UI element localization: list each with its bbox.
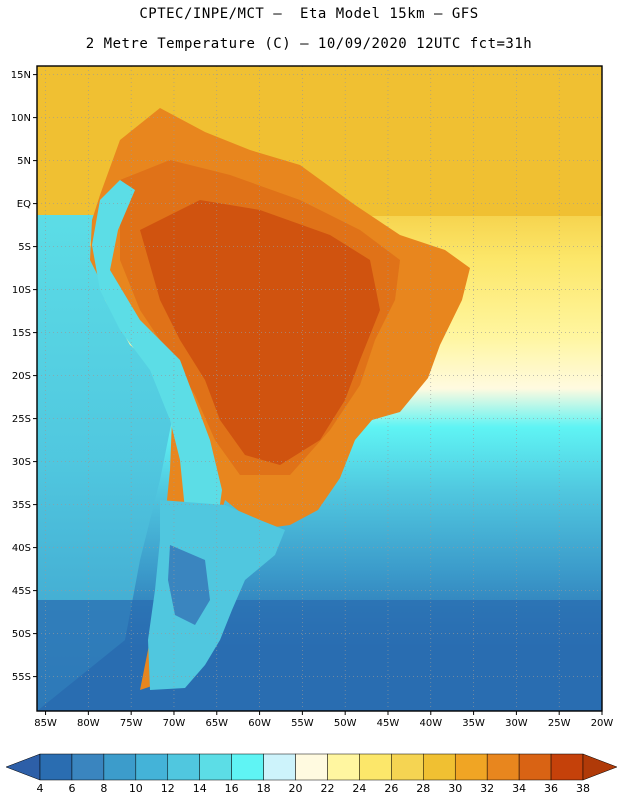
colorbar-swatch xyxy=(359,753,392,781)
longitude-label: 70W xyxy=(163,718,186,729)
colorbar-label: 20 xyxy=(288,782,303,795)
latitude-label: 35S xyxy=(12,500,31,511)
latitude-label: 30S xyxy=(12,457,31,468)
colorbar-low-arrow xyxy=(5,753,41,781)
colorbar xyxy=(5,753,618,781)
latitude-label: 5N xyxy=(17,156,31,167)
longitude-label: 75W xyxy=(120,718,143,729)
colorbar-swatch xyxy=(167,753,200,781)
pacific-cool-region xyxy=(37,215,172,711)
colorbar-label: 12 xyxy=(160,782,175,795)
longitude-label: 20W xyxy=(591,718,614,729)
southern-ocean xyxy=(37,600,602,711)
colorbar-label: 38 xyxy=(576,782,590,795)
map-title: CPTEC/INPE/MCT – Eta Model 15km – GFS xyxy=(139,6,479,22)
colorbar-label: 14 xyxy=(192,782,207,795)
map-subtitle: 2 Metre Temperature (C) – 10/09/2020 12U… xyxy=(85,36,533,52)
colorbar-swatch xyxy=(486,753,520,781)
colorbar-swatch xyxy=(199,753,232,781)
latitude-label: 25S xyxy=(12,414,31,425)
colorbar-label: 8 xyxy=(100,782,108,795)
colorbar-swatch xyxy=(391,753,424,781)
colorbar-label: 36 xyxy=(544,782,559,795)
colorbar-label: 34 xyxy=(512,782,527,795)
colorbar-swatch xyxy=(71,753,105,781)
longitude-label: 25W xyxy=(548,718,571,729)
colorbar-swatch xyxy=(103,753,137,781)
longitude-label: 55W xyxy=(291,718,314,729)
latitude-label: 10S xyxy=(12,285,31,296)
latitude-label: 10N xyxy=(11,113,31,124)
colorbar-label: 32 xyxy=(480,782,495,795)
colorbar-swatch xyxy=(423,753,456,781)
longitude-label: 30W xyxy=(505,718,528,729)
longitude-label: 65W xyxy=(205,718,228,729)
latitude-label: 55S xyxy=(12,672,31,683)
longitude-label: 85W xyxy=(34,718,57,729)
colorbar-label: 10 xyxy=(128,782,143,795)
longitude-label: 60W xyxy=(248,718,271,729)
longitude-labels: 85W 80W 75W 70W 65W 60W 55W 50W 45W 40W 35W 30W 25W 2… xyxy=(34,711,613,729)
latitude-label: 50S xyxy=(12,629,31,640)
colorbar-swatch xyxy=(263,753,296,781)
colorbar-swatch xyxy=(454,753,488,781)
colorbar-swatch xyxy=(135,753,169,781)
colorbar-swatch xyxy=(327,753,360,781)
colorbar-swatch xyxy=(295,753,328,781)
colorbar-swatch xyxy=(518,753,552,781)
longitude-label: 40W xyxy=(419,718,442,729)
longitude-label: 45W xyxy=(377,718,400,729)
map-frame xyxy=(36,65,603,712)
latitude-label: 40S xyxy=(12,543,31,554)
longitude-label: 35W xyxy=(462,718,485,729)
colorbar-label: 6 xyxy=(68,782,76,795)
latitude-label: 45S xyxy=(12,586,31,597)
colorbar-label: 16 xyxy=(224,782,239,795)
latitude-label: 15N xyxy=(11,70,31,81)
longitude-label: 80W xyxy=(77,718,100,729)
colorbar-label: 22 xyxy=(320,782,335,795)
warm-ring xyxy=(120,160,400,475)
latitude-labels: 15N 10N 5N EQ 5S 10S 15S 20S 25S 30S 35S 40S 45S 50S 5… xyxy=(11,70,37,683)
colorbar-label: 28 xyxy=(416,782,431,795)
longitude-label: 50W xyxy=(334,718,357,729)
latitude-label: EQ xyxy=(17,199,31,210)
patagonia-cold-core xyxy=(168,545,210,625)
colorbar-label: 4 xyxy=(36,782,44,795)
colorbar-label: 24 xyxy=(352,782,367,795)
colorbar-high-arrow xyxy=(582,753,618,781)
colorbar-swatch xyxy=(231,753,264,781)
colorbar-label: 18 xyxy=(256,782,271,795)
colorbar-swatch xyxy=(39,753,73,781)
colorbar-label: 26 xyxy=(384,782,399,795)
latitude-label: 20S xyxy=(12,371,31,382)
latitude-label: 15S xyxy=(12,328,31,339)
colorbar-swatch xyxy=(550,753,584,781)
latitude-label: 5S xyxy=(18,242,31,253)
colorbar-label: 30 xyxy=(448,782,463,795)
